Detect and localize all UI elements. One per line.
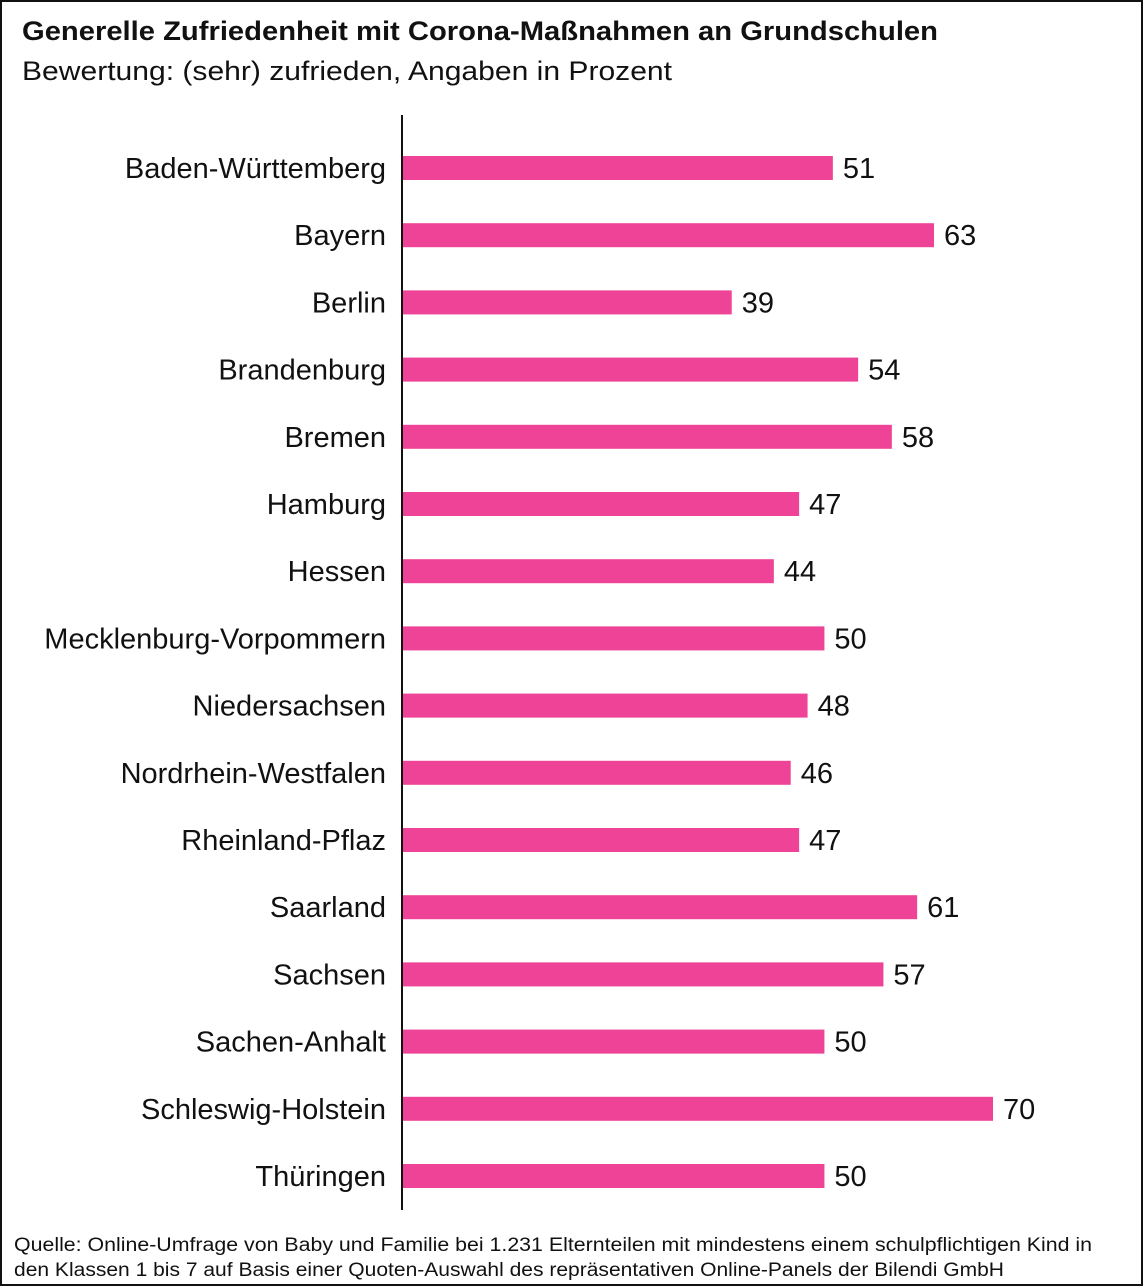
category-label: Sachen-Anhalt [196, 1027, 386, 1059]
category-label: Berlin [312, 287, 386, 319]
bar [403, 962, 884, 987]
bar [403, 1164, 825, 1188]
value-label: 44 [784, 556, 816, 588]
bar [403, 828, 800, 852]
value-label: 58 [902, 422, 934, 454]
bar [403, 1029, 825, 1054]
category-label: Thüringen [255, 1161, 386, 1193]
bar [403, 156, 833, 180]
bar [403, 626, 825, 651]
category-label: Sachsen [273, 959, 386, 991]
category-label: Rheinland-Pflaz [181, 825, 386, 857]
category-label: Saarland [270, 892, 386, 924]
category-label: Baden-Württemberg [125, 153, 386, 185]
category-label: Hessen [288, 556, 386, 588]
chart-title: Generelle Zufriedenheit mit Corona-Maßna… [22, 16, 938, 46]
source-line-2: den Klassen 1 bis 7 auf Basis einer Quot… [14, 1260, 1004, 1281]
value-label: 46 [801, 758, 833, 790]
value-label: 51 [843, 153, 875, 185]
value-label: 63 [944, 220, 976, 252]
value-label: 57 [893, 959, 925, 991]
source-line-1: Quelle: Online-Umfrage von Baby und Fami… [14, 1235, 1092, 1256]
chart-subtitle: Bewertung: (sehr) zufrieden, Angaben in … [22, 56, 673, 86]
value-label: 47 [809, 825, 841, 857]
bar [403, 693, 808, 718]
category-label: Schleswig-Holstein [141, 1094, 386, 1126]
category-label: Bayern [294, 220, 386, 252]
bar [403, 290, 732, 315]
category-label: Mecklenburg-Vorpommern [44, 623, 386, 655]
value-label: 50 [834, 1161, 866, 1193]
bar [403, 760, 791, 785]
value-label: 61 [927, 892, 959, 924]
bar [403, 424, 892, 449]
category-label: Brandenburg [218, 355, 386, 387]
category-label: Hamburg [267, 489, 386, 521]
bar [403, 223, 934, 248]
bars-group: Baden-Württemberg 51 Bayern 63 Berlin 39 Brand… [44, 153, 1035, 1193]
value-label: 47 [809, 489, 841, 521]
category-label: Bremen [284, 422, 386, 454]
category-label: Nordrhein-Westfalen [121, 758, 386, 790]
category-label: Niedersachsen [193, 691, 386, 723]
value-label: 50 [834, 1027, 866, 1059]
value-label: 48 [818, 691, 850, 723]
bar [403, 492, 800, 516]
value-label: 70 [1003, 1094, 1035, 1126]
value-label: 50 [834, 623, 866, 655]
value-label: 54 [868, 355, 900, 387]
bar [403, 1096, 993, 1121]
bar [403, 357, 859, 382]
bar [403, 895, 918, 920]
value-label: 39 [742, 287, 774, 319]
bar [403, 559, 774, 584]
